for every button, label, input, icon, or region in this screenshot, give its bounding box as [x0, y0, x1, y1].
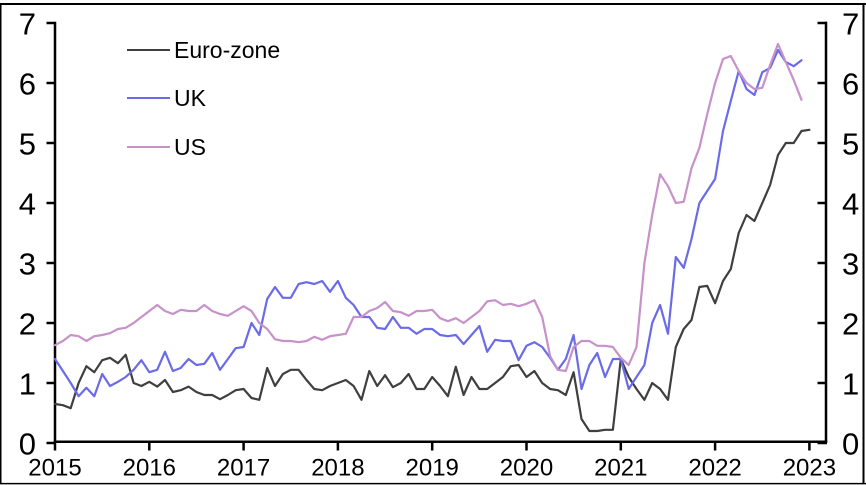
x-axis-label-2022: 2022	[688, 455, 741, 482]
y-axis-right-label-6: 6	[842, 67, 859, 102]
eurozone-line-swatch	[127, 48, 170, 52]
us-line	[53, 42, 803, 373]
y-axis-left-label-4: 4	[19, 187, 36, 222]
us-line-swatch	[127, 145, 170, 149]
y-axis-left-label-0: 0	[19, 427, 36, 462]
legend-item-uk: UK	[127, 85, 206, 111]
y-axis-right-label-7: 7	[842, 7, 859, 42]
y-axis-left-label-2: 2	[19, 307, 36, 342]
y-axis-left-label-6: 6	[19, 67, 36, 102]
legend-label-eurozone: Euro-zone	[174, 37, 281, 63]
x-axis-label-2018: 2018	[311, 455, 364, 482]
y-axis-left-label-7: 7	[19, 7, 36, 42]
legend-label-us: US	[174, 134, 206, 160]
y-axis-right-label-0: 0	[842, 427, 859, 462]
y-axis-left-label-3: 3	[19, 247, 36, 282]
legend-label-uk: UK	[174, 85, 206, 111]
legend-item-eurozone: Euro-zone	[127, 37, 280, 63]
x-axis-label-2021: 2021	[594, 455, 647, 482]
x-axis-label-2017: 2017	[217, 455, 270, 482]
uk-line	[53, 48, 803, 398]
uk-line-swatch	[127, 96, 170, 100]
y-axis-right-label-1: 1	[842, 367, 859, 402]
y-axis-right-label-4: 4	[842, 187, 859, 222]
y-axis-right-label-2: 2	[842, 307, 859, 342]
y-axis-right-label-3: 3	[842, 247, 859, 282]
x-axis-label-2015: 2015	[28, 455, 81, 482]
x-axis-label-2019: 2019	[406, 455, 459, 482]
euro-zone-line	[53, 128, 811, 433]
y-axis-right-label-5: 5	[842, 127, 859, 162]
x-axis-label-2016: 2016	[123, 455, 176, 482]
y-axis-left-label-5: 5	[19, 127, 36, 162]
legend-item-us: US	[127, 134, 206, 160]
y-axis-left-label-1: 1	[19, 367, 36, 402]
x-axis-label-2020: 2020	[500, 455, 553, 482]
x-axis-label-2023: 2023	[783, 455, 836, 482]
